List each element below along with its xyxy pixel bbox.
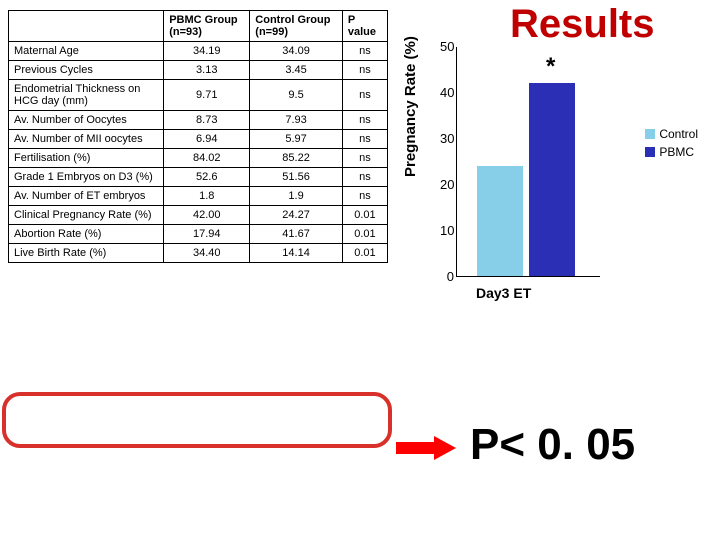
plot-area: * — [457, 46, 607, 276]
table-row: Av. Number of Oocytes8.737.93ns — [9, 111, 388, 130]
table-cell: 0.01 — [342, 206, 387, 225]
legend-swatch — [645, 147, 655, 157]
col-header-2: Control Group (n=99) — [250, 11, 343, 42]
table-cell: 84.02 — [164, 149, 250, 168]
table-cell: 8.73 — [164, 111, 250, 130]
table-cell: ns — [342, 42, 387, 61]
y-tick: 0 — [440, 269, 454, 284]
table-cell: 7.93 — [250, 111, 343, 130]
table-cell: Endometrial Thickness on HCG day (mm) — [9, 80, 164, 111]
table-cell: Previous Cycles — [9, 61, 164, 80]
table-cell: ns — [342, 80, 387, 111]
table-cell: 9.5 — [250, 80, 343, 111]
table-cell: Av. Number of Oocytes — [9, 111, 164, 130]
col-header-0 — [9, 11, 164, 42]
table-cell: 3.45 — [250, 61, 343, 80]
table-row: Endometrial Thickness on HCG day (mm)9.7… — [9, 80, 388, 111]
x-axis-label: Day3 ET — [476, 285, 531, 301]
table-cell: 34.19 — [164, 42, 250, 61]
y-axis-label: Pregnancy Rate (%) — [402, 36, 419, 177]
table-cell: Grade 1 Embryos on D3 (%) — [9, 168, 164, 187]
table-cell: Live Birth Rate (%) — [9, 244, 164, 263]
x-axis — [456, 276, 600, 277]
table-row: Av. Number of ET embryos1.81.9ns — [9, 187, 388, 206]
arrow-icon — [396, 436, 458, 460]
bar-pbmc — [529, 83, 575, 276]
legend-label: PBMC — [659, 145, 694, 159]
bar-control — [477, 166, 523, 276]
table-cell: 34.09 — [250, 42, 343, 61]
col-header-1: PBMC Group (n=93) — [164, 11, 250, 42]
table-cell: Fertilisation (%) — [9, 149, 164, 168]
table-cell: Maternal Age — [9, 42, 164, 61]
comparison-table: PBMC Group (n=93) Control Group (n=99) P… — [8, 10, 388, 263]
table-row: Grade 1 Embryos on D3 (%)52.651.56ns — [9, 168, 388, 187]
table-cell: 9.71 — [164, 80, 250, 111]
right-panel: Results Pregnancy Rate (%) 01020304050 *… — [400, 0, 715, 317]
legend-item: PBMC — [645, 145, 698, 159]
table-cell: 34.40 — [164, 244, 250, 263]
table-cell: Av. Number of ET embryos — [9, 187, 164, 206]
table-cell: 3.13 — [164, 61, 250, 80]
table-row: Abortion Rate (%)17.9441.670.01 — [9, 225, 388, 244]
table-cell: 42.00 — [164, 206, 250, 225]
y-tick: 10 — [440, 223, 454, 238]
table-row: Previous Cycles3.133.45ns — [9, 61, 388, 80]
table-cell: 1.8 — [164, 187, 250, 206]
p-value-text: P< 0. 05 — [470, 420, 635, 470]
legend-label: Control — [659, 127, 698, 141]
table-cell: 6.94 — [164, 130, 250, 149]
table-cell: 51.56 — [250, 168, 343, 187]
table-row: Clinical Pregnancy Rate (%)42.0024.270.0… — [9, 206, 388, 225]
table-cell: 0.01 — [342, 244, 387, 263]
table-cell: 14.14 — [250, 244, 343, 263]
table-row: Maternal Age34.1934.09ns — [9, 42, 388, 61]
data-table: PBMC Group (n=93) Control Group (n=99) P… — [8, 10, 388, 263]
table-row: Av. Number of MII oocytes6.945.97ns — [9, 130, 388, 149]
col-header-3: P value — [342, 11, 387, 42]
table-cell: ns — [342, 149, 387, 168]
table-cell: ns — [342, 111, 387, 130]
table-row: Fertilisation (%)84.0285.22ns — [9, 149, 388, 168]
highlight-oval — [2, 392, 392, 448]
table-cell: ns — [342, 61, 387, 80]
table-cell: ns — [342, 168, 387, 187]
table-cell: ns — [342, 187, 387, 206]
table-cell: 17.94 — [164, 225, 250, 244]
legend-swatch — [645, 129, 655, 139]
y-tick: 40 — [440, 85, 454, 100]
table-cell: 0.01 — [342, 225, 387, 244]
table-cell: Clinical Pregnancy Rate (%) — [9, 206, 164, 225]
table-cell: 52.6 — [164, 168, 250, 187]
table-cell: 41.67 — [250, 225, 343, 244]
legend: Control PBMC — [645, 127, 698, 163]
table-cell: 5.97 — [250, 130, 343, 149]
table-cell: 24.27 — [250, 206, 343, 225]
y-tick: 20 — [440, 177, 454, 192]
y-tick: 50 — [440, 39, 454, 54]
table-cell: 85.22 — [250, 149, 343, 168]
table-cell: 1.9 — [250, 187, 343, 206]
legend-item: Control — [645, 127, 698, 141]
table-cell: ns — [342, 130, 387, 149]
table-row: Live Birth Rate (%)34.4014.140.01 — [9, 244, 388, 263]
y-tick: 30 — [440, 131, 454, 146]
bar-chart: Pregnancy Rate (%) 0 10 20 30 40 50 * Day3 ET… — [400, 37, 700, 317]
table-cell: Av. Number of MII oocytes — [9, 130, 164, 149]
significance-star: * — [546, 53, 555, 81]
table-cell: Abortion Rate (%) — [9, 225, 164, 244]
